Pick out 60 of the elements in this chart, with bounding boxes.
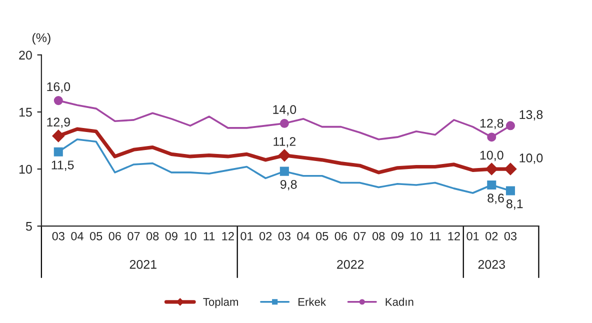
x-tick-label: 06 [334,232,347,240]
point [506,186,515,196]
x-tick-label: 12 [448,232,460,240]
data-label: 12,8 [480,118,504,130]
text: 2023 [478,260,505,269]
legend-label: Erkek [298,298,326,306]
data-label: 11,5 [52,160,74,171]
point [486,162,498,176]
x-tick-label: 10 [410,232,422,240]
y-tick-label: 10 [19,164,32,174]
x-tick-label: 09 [165,232,178,240]
point [280,166,289,176]
point [280,118,289,128]
data-label: 11,2 [274,137,296,148]
x-tick-label: 11 [430,232,441,240]
point [278,149,291,162]
x-tick-label: 07 [354,232,366,240]
x-tick-label: 03 [52,232,64,240]
data-label: 16,0 [47,82,70,93]
data-label: 14,0 [273,105,296,116]
x-tick-label: 04 [71,232,84,240]
data-label: 8,1 [506,199,523,210]
x-tick-label: 09 [391,232,404,240]
x-tick-label: 10 [184,232,196,240]
x-tick-label: 12 [222,232,234,240]
x-tick-label: 02 [259,232,272,240]
x-tick-label: 02 [486,232,498,240]
point [504,162,517,176]
point [506,121,515,130]
data-label: 10,0 [520,154,543,164]
data-label: 10,0 [480,150,504,162]
x-tick-label: 05 [90,232,102,240]
x-tick-label: 03 [278,232,290,240]
point [52,130,64,142]
y-tick-label: 15 [19,108,32,117]
x-tick-label: 01 [240,232,253,240]
x-tick-label: 11 [204,232,215,240]
y-tick-label: 5 [26,222,32,231]
legend-label: Toplam [203,298,238,308]
y-tick-label: 20 [19,50,32,60]
data-label: 12,9 [47,118,70,128]
x-tick-label: 06 [108,232,121,240]
x-tick-label: 08 [146,232,159,240]
x-tick-label: 01 [466,232,479,240]
point [487,132,496,142]
x-tick-label: 03 [504,232,517,240]
point [487,180,496,190]
y-axis-title: (%) [32,32,50,45]
data-label: 8,6 [488,194,504,204]
x-tick-label: 05 [316,232,328,240]
data-label: 13,8 [520,110,543,121]
point [54,96,63,106]
legend-label: Kadın [386,298,414,306]
data-label: 9,8 [280,180,297,190]
text: 2022 [337,260,364,269]
x-tick-label: 04 [297,232,310,240]
text: 2021 [130,260,156,269]
point [54,147,63,156]
x-tick-label: 08 [372,232,385,240]
x-tick-label: 07 [128,232,140,240]
